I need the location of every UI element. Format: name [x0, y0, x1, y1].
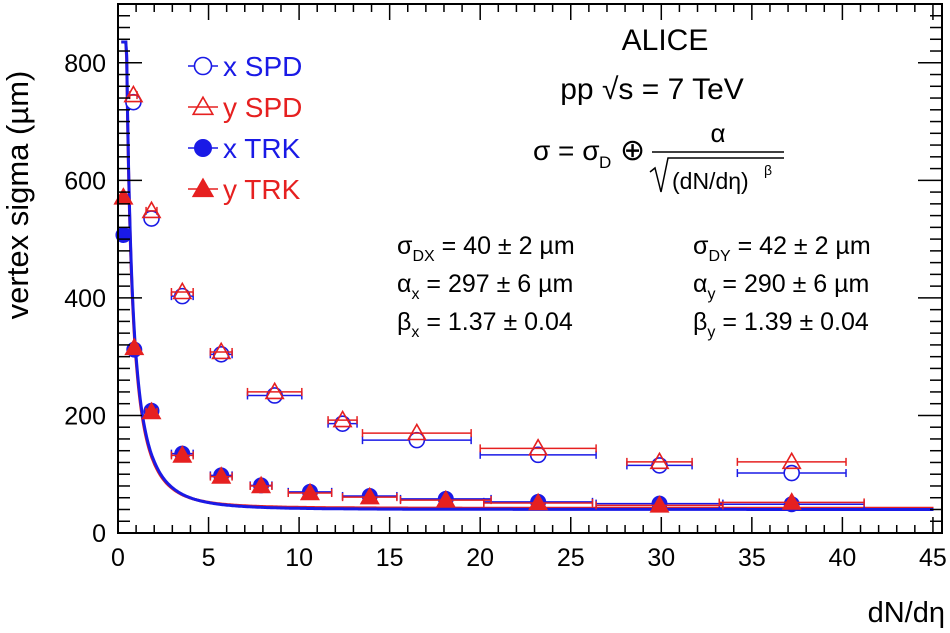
data-point	[172, 445, 193, 463]
y-tick-label: 200	[64, 402, 106, 430]
y-tick-label: 0	[92, 520, 106, 548]
fit-param: σDX = 40 ± 2 µm	[397, 232, 575, 265]
x-tick-label: 35	[738, 544, 766, 572]
x-tick-label: 10	[285, 544, 313, 572]
formula-sqrt-sign	[649, 157, 784, 193]
data-point	[649, 451, 670, 470]
data-point	[781, 492, 802, 510]
formula-lhs: σ = σ	[533, 135, 599, 166]
data-point	[299, 482, 320, 501]
data-point	[141, 401, 162, 420]
legend-item: y TRK	[188, 174, 301, 205]
data-point	[332, 409, 353, 428]
y-tick-label: 400	[64, 285, 106, 313]
data-point	[124, 337, 145, 356]
legend-marker	[191, 95, 215, 116]
data-point	[359, 486, 380, 505]
legend-label: y SPD	[223, 92, 302, 123]
chart-title: ALICE	[622, 24, 709, 57]
x-tick-label: 20	[466, 544, 494, 572]
data-point	[651, 457, 668, 474]
data-point	[783, 464, 800, 482]
formula-denominator-sup: β	[764, 162, 772, 178]
data-point	[528, 492, 549, 511]
legend-label: x SPD	[223, 51, 302, 82]
data-point	[781, 451, 802, 470]
y-axis-label: vertex sigma (µm)	[0, 71, 35, 320]
formula-numerator: α	[710, 118, 725, 148]
fit-param: αy = 290 ± 6 µm	[693, 270, 869, 303]
data-point	[211, 341, 232, 360]
data-point	[123, 84, 144, 103]
legend-item: x TRK	[188, 133, 301, 164]
data-point	[264, 381, 285, 400]
x-tick-label: 40	[828, 544, 856, 572]
x-tick-label: 25	[557, 544, 585, 572]
data-point	[266, 387, 283, 404]
data-point	[172, 281, 193, 300]
formula-lhs-sub: D	[599, 153, 611, 172]
data-point	[435, 489, 456, 508]
legend-marker	[194, 139, 212, 157]
chart-subtitle: pp √s = 7 TeV	[560, 73, 744, 106]
data-point	[334, 415, 351, 432]
x-tick-label: 30	[647, 544, 675, 572]
data-point	[211, 466, 232, 484]
legend-item: x SPD	[188, 51, 302, 82]
plot-frame	[117, 3, 943, 534]
formula: σ = σ D ⊕ α (dN/dη) β	[533, 118, 784, 194]
legend-item: y SPD	[188, 92, 302, 123]
data-point	[212, 346, 230, 363]
formula-denominator: (dN/dη)	[672, 168, 749, 194]
data-points	[113, 84, 865, 513]
legend: x SPD y SPD x TRK y TRK	[188, 51, 302, 205]
x-tick-label: 0	[111, 544, 125, 572]
data-point	[251, 475, 272, 494]
legend-label: y TRK	[223, 174, 301, 205]
axis-ticks: 0 5 10 15 20 25 30 35 40 45 0 200 400 600 800	[64, 3, 947, 572]
series-y-trk	[113, 187, 865, 513]
fit-parameters: σDX = 40 ± 2 µm αx = 297 ± 6 µm βx = 1.37 …	[397, 232, 871, 341]
fit-param: βx = 1.37 ± 0.04	[397, 308, 573, 341]
data-point	[406, 422, 427, 441]
legend-marker	[193, 56, 213, 76]
fit-param: βy = 1.39 ± 0.04	[693, 308, 869, 341]
x-tick-label: 5	[202, 544, 216, 572]
series-y-spd	[123, 84, 847, 470]
fit-param: αx = 297 ± 6 µm	[397, 270, 573, 303]
legend-label: x TRK	[223, 133, 301, 164]
data-point	[528, 438, 549, 456]
data-point	[141, 200, 162, 219]
y-tick-label: 800	[64, 50, 106, 78]
x-tick-label: 45	[919, 544, 947, 572]
legend-marker	[191, 177, 215, 198]
data-point	[173, 287, 191, 305]
formula-op: ⊕	[620, 134, 645, 167]
data-point	[649, 495, 670, 513]
x-tick-label: 15	[376, 544, 404, 572]
y-tick-label: 600	[64, 167, 106, 195]
x-axis-label: dN/dη	[868, 597, 945, 629]
fit-param: σDY = 42 ± 2 µm	[693, 232, 871, 265]
